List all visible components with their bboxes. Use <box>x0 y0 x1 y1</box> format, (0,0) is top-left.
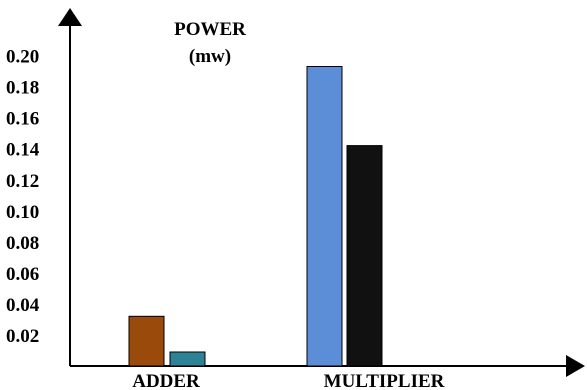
y-axis-label: POWER <box>174 19 246 40</box>
y-tick-label: 0.20 <box>6 47 39 68</box>
bars <box>128 66 383 367</box>
y-axis-arrow <box>58 8 82 26</box>
bar-adder-1 <box>169 351 206 367</box>
y-tick-label: 0.08 <box>6 233 39 254</box>
y-tick-label: 0.10 <box>6 202 39 223</box>
y-tick-label: 0.04 <box>6 295 40 316</box>
y-tick-label: 0.16 <box>6 109 39 130</box>
x-axis-arrow <box>566 355 585 377</box>
y-tick-label: 0.12 <box>6 171 39 192</box>
y-tick-label: 0.14 <box>6 140 40 161</box>
y-tick-label: 0.06 <box>6 264 39 285</box>
category-label-multiplier: MULTIPLIER <box>324 371 445 390</box>
y-tick-label: 0.02 <box>6 326 39 347</box>
y-axis-unit: (mw) <box>189 46 231 67</box>
bar-multiplier-2 <box>306 66 343 367</box>
bar-adder-0 <box>128 315 165 367</box>
bar-multiplier-3 <box>346 145 383 367</box>
category-label-adder: ADDER <box>132 371 200 390</box>
category-labels: ADDER MULTIPLIER <box>132 371 444 390</box>
y-tick-label: 0.18 <box>6 78 39 99</box>
y-tick-labels: 0.02 0.04 0.06 0.08 0.10 0.12 0.14 0.16 0.18 0.20 <box>6 47 40 347</box>
